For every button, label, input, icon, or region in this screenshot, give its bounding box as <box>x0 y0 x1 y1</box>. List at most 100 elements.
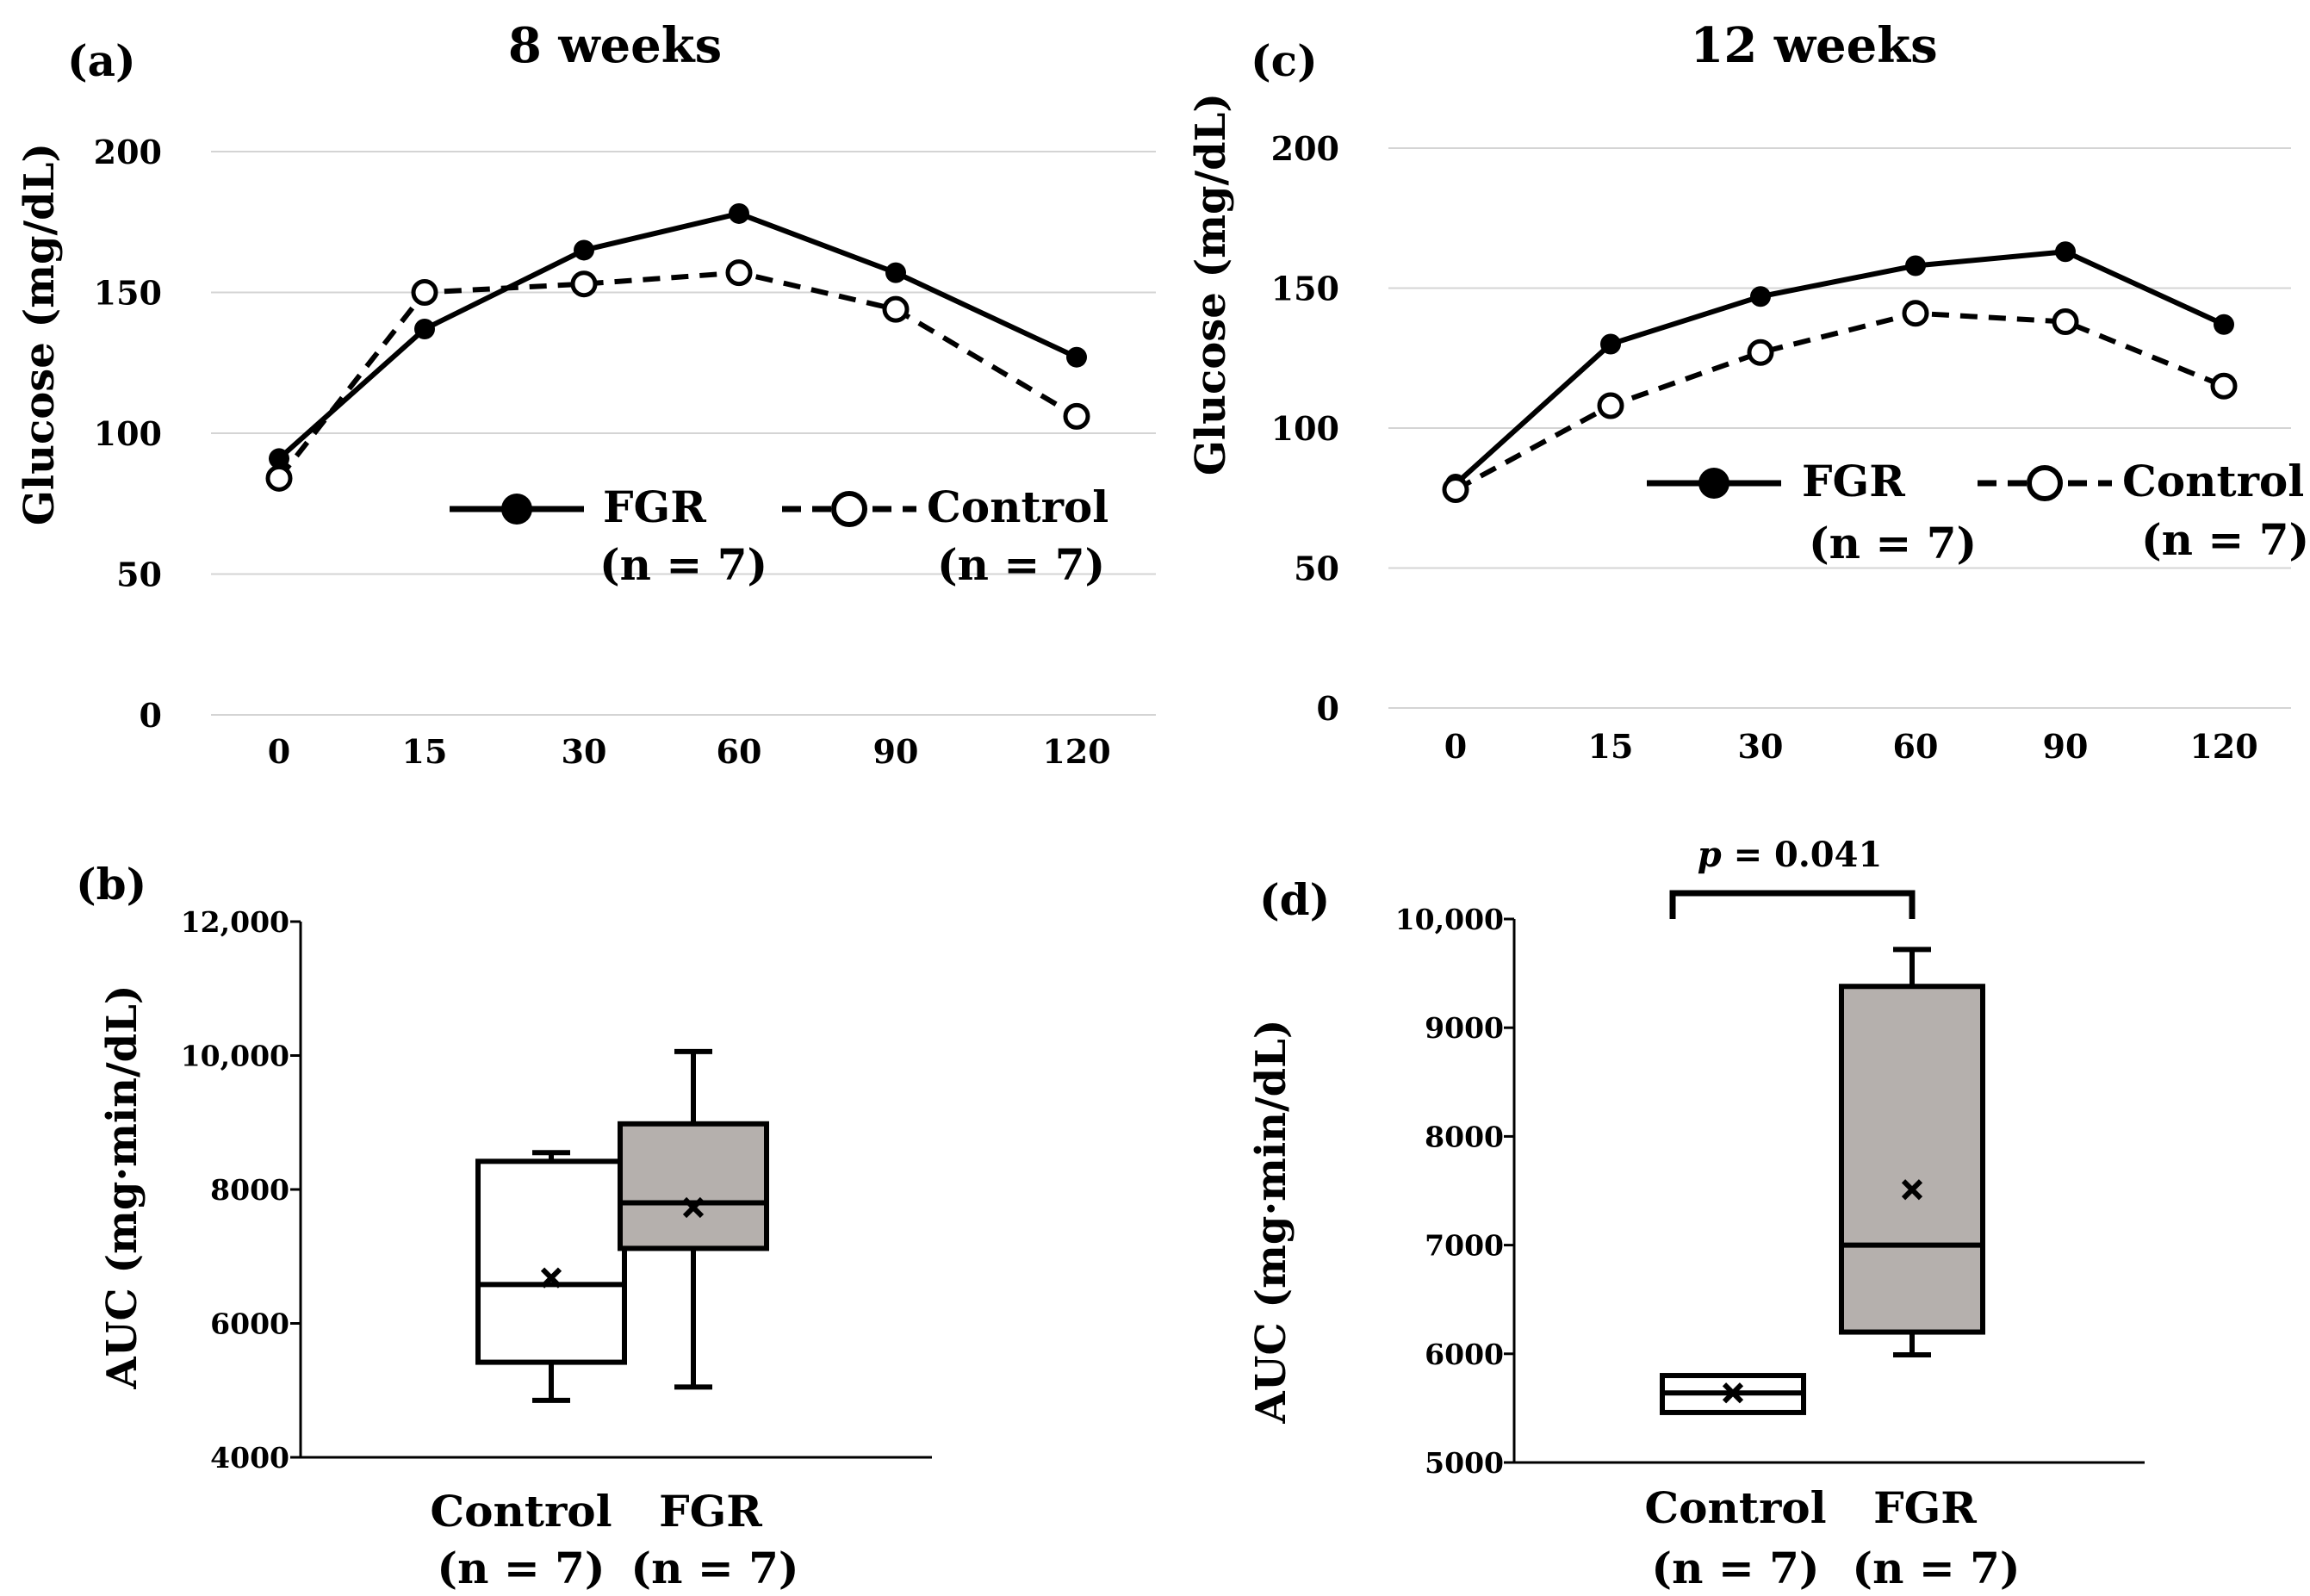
legend-label-control-a: Control <box>927 481 1108 532</box>
x-tick-label-c-1: 15 <box>1588 727 1634 766</box>
data-point-fgr-c-4 <box>2055 241 2076 263</box>
data-point-control-a-2 <box>570 270 598 298</box>
panel-letter-c: (c) <box>1251 35 1318 86</box>
x-tick-label-a-5: 120 <box>1042 732 1110 771</box>
significance-bracket-d <box>1669 890 1916 919</box>
category-n-control-b: (n = 7) <box>437 1543 605 1592</box>
category-n-control-d: (n = 7) <box>1651 1543 1819 1592</box>
x-ticks-a: 0 15 30 60 90 120 <box>268 732 1111 771</box>
x-tick-label-c-4: 90 <box>2043 727 2089 766</box>
data-point-control-a-5 <box>1063 402 1090 430</box>
data-point-control-c-2 <box>1747 338 1774 366</box>
legend-marker-fgr-c <box>1698 468 1729 499</box>
y-tick-label-d-2: 7000 <box>1425 1229 1504 1263</box>
category-labels-b: Control (n = 7) FGR (n = 7) <box>430 1486 798 1593</box>
x-tick-label-a-1: 15 <box>402 732 448 771</box>
data-point-fgr-c-3 <box>1905 255 1926 276</box>
data-point-fgr-a-1 <box>414 319 435 340</box>
legend-n-fgr-c: (n = 7) <box>1809 518 1977 568</box>
x-tick-label-c-2: 30 <box>1738 727 1784 766</box>
panel-d: (d) AUC (mg·min/dL) 5000 6000 7000 8000 9000… <box>1247 835 2145 1593</box>
series-group-a <box>265 202 1090 492</box>
x-tick-label-c-0: 0 <box>1444 727 1467 766</box>
mean-marker-fgr-b <box>682 1196 705 1219</box>
y-tick-label-b-2: 8000 <box>210 1173 289 1207</box>
y-ticks-a: 0 50 100 150 200 <box>94 133 162 735</box>
legend-n-fgr-a: (n = 7) <box>599 539 767 590</box>
boxes-d <box>1660 947 1985 1415</box>
y-tick-label-c-4: 200 <box>1271 129 1339 168</box>
series-line-fgr-c <box>1453 249 2226 487</box>
p-value-label-d: p = 0.041 <box>1698 835 1883 875</box>
y-ticks-c: 0 50 100 150 200 <box>1271 129 1339 728</box>
mean-marker-control-b <box>540 1267 562 1289</box>
panel-letter-d: (d) <box>1259 874 1330 925</box>
series-line-fgr-a <box>277 210 1078 461</box>
legend-c: FGR (n = 7) Control (n = 7) <box>1647 456 2309 568</box>
data-point-fgr-a-2 <box>574 239 594 261</box>
data-point-fgr-c-5 <box>2214 314 2234 335</box>
y-tick-label-b-3: 10,000 <box>181 1040 289 1073</box>
data-point-fgr-a-4 <box>885 262 906 283</box>
y-axis-label-b: AUC (mg·min/dL) <box>98 984 146 1389</box>
x-tick-label-c-3: 60 <box>1893 727 1939 766</box>
x-tick-label-a-0: 0 <box>268 732 290 771</box>
axes-d <box>1512 919 2145 1464</box>
data-point-control-c-1 <box>1597 392 1624 419</box>
panel-b: (b) AUC (mg·min/dL) 4000 6000 8000 10,000 12… <box>76 859 932 1593</box>
y-tick-label-c-2: 100 <box>1271 409 1339 448</box>
category-label-fgr-b: FGR <box>659 1486 762 1537</box>
panel-letter-a: (a) <box>67 35 136 86</box>
boxes-b <box>475 1048 769 1403</box>
p-value: = 0.041 <box>1722 835 1883 875</box>
data-point-control-a-3 <box>725 259 753 287</box>
data-point-control-c-4 <box>2052 308 2079 335</box>
panel-c: (c) 12 weeks Glucose (mg/dL) 05010015020… <box>1187 17 2309 766</box>
y-tick-label-d-5: 10,000 <box>1395 903 1504 936</box>
p-symbol: p <box>1698 835 1722 875</box>
y-tick-label-b-0: 4000 <box>210 1441 289 1475</box>
x-tick-label-a-4: 90 <box>873 732 919 771</box>
gridlines-c <box>1388 147 2291 709</box>
y-axis-label-a: Glucose (mg/dL) <box>16 143 64 525</box>
data-point-control-c-3 <box>1902 300 1929 327</box>
y-tick-label-d-0: 5000 <box>1425 1446 1504 1480</box>
y-tick-label-d-1: 6000 <box>1425 1338 1504 1371</box>
y-tick-label-b-1: 6000 <box>210 1307 289 1341</box>
y-ticks-d: 5000 6000 7000 8000 9000 10,000 <box>1395 903 1514 1480</box>
x-tick-label-a-2: 30 <box>562 732 607 771</box>
y-tick-label-a-2: 100 <box>94 414 162 453</box>
y-tick-label-c-0: 0 <box>1317 689 1339 728</box>
significance-annotation-d: p = 0.041 <box>1669 835 1916 919</box>
data-point-fgr-a-5 <box>1066 346 1087 368</box>
y-tick-label-d-3: 8000 <box>1425 1120 1504 1153</box>
series-group-c <box>1442 241 2238 503</box>
data-point-fgr-c-1 <box>1600 333 1621 355</box>
category-n-fgr-b: (n = 7) <box>630 1543 798 1592</box>
data-point-control-c-0 <box>1442 476 1469 503</box>
chart-title-c: 12 weeks <box>1690 17 1937 74</box>
panel-a: (a) 8 weeks Glucose (mg/dL) 050100150200… <box>16 17 1156 771</box>
legend-marker-control-c <box>2027 465 2063 501</box>
y-tick-label-b-4: 12,000 <box>181 905 289 939</box>
category-label-control-b: Control <box>430 1486 612 1537</box>
mean-marker-control-d <box>1722 1382 1744 1404</box>
data-point-control-a-1 <box>411 279 438 306</box>
data-point-control-a-0 <box>265 464 293 492</box>
y-tick-label-c-1: 50 <box>1294 550 1339 588</box>
chart-title-a: 8 weeks <box>508 17 722 74</box>
data-point-fgr-a-3 <box>729 202 749 224</box>
gridlines-a <box>211 151 1156 716</box>
legend-n-control-c: (n = 7) <box>2141 514 2309 565</box>
legend-a: FGR (n = 7) Control (n = 7) <box>450 481 1108 590</box>
data-point-fgr-c-2 <box>1750 286 1771 307</box>
mean-marker-fgr-d <box>1901 1179 1923 1201</box>
y-axis-label-c: Glucose (mg/dL) <box>1187 93 1235 475</box>
x-ticks-c: 0 15 30 60 90 120 <box>1444 727 2258 766</box>
category-n-fgr-d: (n = 7) <box>1852 1543 2020 1592</box>
y-tick-label-a-1: 50 <box>116 556 162 594</box>
category-label-fgr-d: FGR <box>1873 1482 1977 1533</box>
series-line-control-a <box>276 270 1078 481</box>
